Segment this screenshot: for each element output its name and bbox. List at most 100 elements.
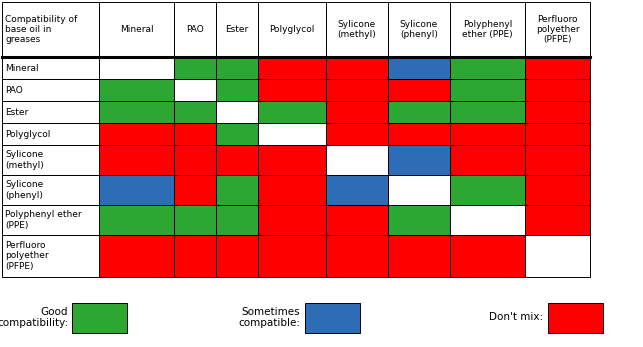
Bar xyxy=(258,175,326,205)
Text: Sometimes
compatible:: Sometimes compatible: xyxy=(238,307,300,328)
Bar xyxy=(258,123,326,145)
Bar xyxy=(216,57,258,79)
Bar xyxy=(326,57,388,79)
Bar xyxy=(388,101,450,123)
Bar xyxy=(388,235,450,277)
Bar xyxy=(174,101,216,123)
Text: Perfluoro
polyether
(PFPE): Perfluoro polyether (PFPE) xyxy=(5,241,49,271)
Text: Ester: Ester xyxy=(226,25,249,34)
Bar xyxy=(388,79,450,101)
Bar xyxy=(99,205,174,235)
Bar xyxy=(258,205,326,235)
Bar xyxy=(450,101,525,123)
Text: Good
compatibility:: Good compatibility: xyxy=(0,307,68,328)
Bar xyxy=(525,235,590,277)
Text: Mineral: Mineral xyxy=(120,25,153,34)
Text: Polyglycol: Polyglycol xyxy=(5,129,50,138)
Text: Polyphenyl ether
(PPE): Polyphenyl ether (PPE) xyxy=(5,210,82,230)
Text: Polyglycol: Polyglycol xyxy=(269,25,314,34)
Bar xyxy=(326,205,388,235)
Bar xyxy=(99,235,174,277)
Bar xyxy=(2,79,99,101)
Bar xyxy=(2,57,99,79)
Text: Sylicone
(phenyl): Sylicone (phenyl) xyxy=(5,180,43,200)
Bar xyxy=(2,145,99,175)
Bar xyxy=(258,101,326,123)
Text: PAO: PAO xyxy=(186,25,204,34)
Bar xyxy=(72,303,127,332)
Bar xyxy=(99,57,174,79)
Bar xyxy=(326,175,388,205)
Bar xyxy=(525,205,590,235)
Bar xyxy=(2,205,99,235)
Bar xyxy=(326,2,388,57)
Bar xyxy=(450,57,525,79)
Bar xyxy=(2,175,99,205)
Bar xyxy=(450,175,525,205)
Bar xyxy=(216,175,258,205)
Bar xyxy=(525,57,590,79)
Text: PAO: PAO xyxy=(5,85,23,94)
Text: Don't mix:: Don't mix: xyxy=(489,313,543,322)
Bar xyxy=(216,123,258,145)
Bar xyxy=(388,123,450,145)
Bar xyxy=(216,205,258,235)
Text: Sylicone
(methyl): Sylicone (methyl) xyxy=(5,150,44,170)
Bar xyxy=(326,235,388,277)
Bar xyxy=(525,79,590,101)
Bar xyxy=(525,175,590,205)
Bar xyxy=(99,123,174,145)
Bar xyxy=(450,123,525,145)
Bar xyxy=(99,2,174,57)
Text: Perfluoro
polyether
(PFPE): Perfluoro polyether (PFPE) xyxy=(536,15,579,44)
Bar xyxy=(258,145,326,175)
Bar xyxy=(258,57,326,79)
Bar xyxy=(174,2,216,57)
Bar xyxy=(525,123,590,145)
Bar xyxy=(450,205,525,235)
Bar xyxy=(216,145,258,175)
Bar xyxy=(2,101,99,123)
Bar xyxy=(450,79,525,101)
Bar xyxy=(450,235,525,277)
Bar xyxy=(216,79,258,101)
Bar xyxy=(450,2,525,57)
Bar xyxy=(258,79,326,101)
Bar xyxy=(174,79,216,101)
Bar xyxy=(326,79,388,101)
Bar xyxy=(326,101,388,123)
Text: Sylicone
(methyl): Sylicone (methyl) xyxy=(338,20,376,39)
Bar xyxy=(450,145,525,175)
Text: Ester: Ester xyxy=(5,108,28,117)
Bar xyxy=(174,235,216,277)
Bar xyxy=(525,2,590,57)
Bar xyxy=(174,205,216,235)
Text: Compatibility of
base oil in
greases: Compatibility of base oil in greases xyxy=(5,15,77,44)
Bar xyxy=(99,175,174,205)
Bar xyxy=(216,2,258,57)
Text: Polyphenyl
ether (PPE): Polyphenyl ether (PPE) xyxy=(462,20,513,39)
Bar xyxy=(388,57,450,79)
Bar xyxy=(174,175,216,205)
Bar xyxy=(326,123,388,145)
Bar xyxy=(388,205,450,235)
Bar xyxy=(216,101,258,123)
Bar xyxy=(525,101,590,123)
Bar xyxy=(388,175,450,205)
Bar xyxy=(99,79,174,101)
Bar xyxy=(326,145,388,175)
Bar xyxy=(174,145,216,175)
Bar xyxy=(99,145,174,175)
Bar xyxy=(525,145,590,175)
Bar xyxy=(174,57,216,79)
Bar xyxy=(2,123,99,145)
Bar xyxy=(99,101,174,123)
Bar xyxy=(216,235,258,277)
Bar xyxy=(2,235,99,277)
Bar xyxy=(258,235,326,277)
Bar xyxy=(548,303,603,332)
Bar xyxy=(2,2,99,57)
Text: Sylicone
(phenyl): Sylicone (phenyl) xyxy=(400,20,438,39)
Bar xyxy=(388,2,450,57)
Bar xyxy=(258,2,326,57)
